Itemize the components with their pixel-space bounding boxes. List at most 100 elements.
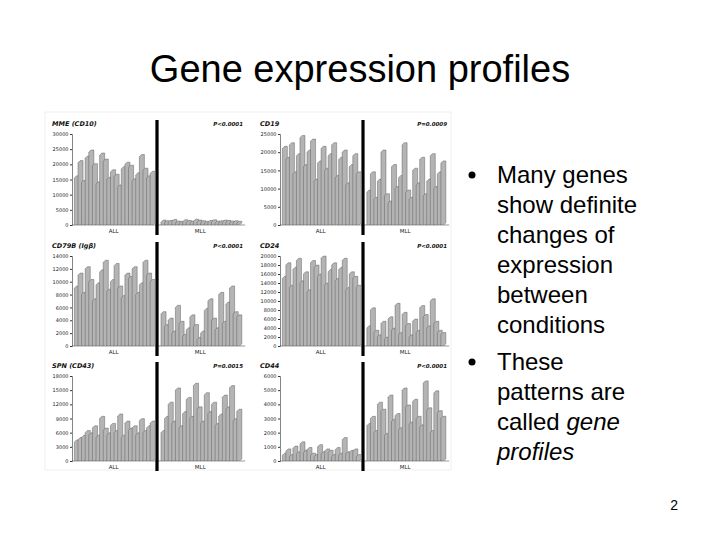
y-tick-mark xyxy=(278,404,280,405)
y-tick-label: 8000 xyxy=(56,292,69,298)
y-axis-line xyxy=(278,377,281,462)
plot-area xyxy=(282,256,445,346)
bar xyxy=(237,409,242,461)
bar xyxy=(441,333,446,346)
y-tick-label: 14000 xyxy=(261,280,277,286)
y-tick-mark xyxy=(70,404,72,405)
y-tick-label: 18000 xyxy=(53,373,69,379)
y-tick-label: 3000 xyxy=(56,444,69,450)
bar xyxy=(356,285,361,346)
plot-area xyxy=(74,260,241,346)
y-tick-label: 5000 xyxy=(264,387,277,393)
y-tick-mark xyxy=(278,346,280,347)
y-tick: 0 xyxy=(65,222,72,228)
group-separator xyxy=(361,242,364,356)
y-tick-label: 3000 xyxy=(264,416,277,422)
panel: 050001000015000200002500030000ALLMLLMME … xyxy=(52,120,245,235)
bullet-text: patterns are xyxy=(497,378,625,405)
y-tick: 12000 xyxy=(261,289,280,295)
group-separator xyxy=(361,362,364,471)
y-tick-label: 14000 xyxy=(53,253,69,259)
y-tick-mark xyxy=(70,225,72,226)
y-tick: 5000 xyxy=(56,207,72,213)
y-tick-mark xyxy=(278,134,280,135)
y-tick-mark xyxy=(70,149,72,150)
y-tick: 8000 xyxy=(264,307,280,313)
y-tick-mark xyxy=(278,447,280,448)
bullet-line: conditions xyxy=(497,311,605,338)
y-tick: 4000 xyxy=(264,401,280,407)
y-tick-label: 4000 xyxy=(264,401,277,407)
y-tick-label: 0 xyxy=(65,458,68,464)
bullet-line: Many genes xyxy=(497,161,628,188)
y-axis-line xyxy=(70,257,73,347)
bullet-text: Many genes xyxy=(497,161,628,188)
y-tick: 10000 xyxy=(261,298,280,304)
y-tick-mark xyxy=(278,376,280,377)
y-tick-label: 12000 xyxy=(53,266,69,272)
bullet-text: changes of xyxy=(497,221,615,248)
y-tick-mark xyxy=(70,433,72,434)
y-tick-label: 0 xyxy=(65,343,68,349)
y-axis: 02000400060008000100001200014000 xyxy=(53,253,73,349)
y-tick-label: 30000 xyxy=(53,131,69,137)
y-tick-label: 10000 xyxy=(261,186,277,192)
panel-title: CD24 xyxy=(260,242,280,250)
y-tick: 14000 xyxy=(53,253,72,259)
y-tick: 15000 xyxy=(53,387,72,393)
bullet-line: show definite xyxy=(497,191,637,218)
p-value: P=0.0015 xyxy=(213,363,243,369)
y-tick-mark xyxy=(278,283,280,284)
bar xyxy=(150,171,155,225)
group-label: ALL xyxy=(316,349,327,355)
group-separator xyxy=(155,362,158,471)
y-tick: 20000 xyxy=(261,253,280,259)
group-label: MLL xyxy=(400,228,412,234)
y-tick: 10000 xyxy=(53,279,72,285)
y-tick: 0 xyxy=(273,458,280,464)
bullet-text: conditions xyxy=(497,311,605,338)
bullet-text: between xyxy=(497,281,588,308)
y-tick-mark xyxy=(278,170,280,171)
panel-title: CD19 xyxy=(260,120,280,128)
y-tick-mark xyxy=(70,447,72,448)
y-tick-label: 10000 xyxy=(53,279,69,285)
y-tick-mark xyxy=(70,269,72,270)
slide-title: Gene expression profiles xyxy=(150,48,570,90)
y-axis-line xyxy=(70,377,73,462)
group-label: ALL xyxy=(109,228,120,234)
bullet-text: gene xyxy=(566,408,619,435)
y-tick: 0 xyxy=(65,458,72,464)
p-value: P<0.0001 xyxy=(213,243,243,249)
y-tick-label: 10000 xyxy=(261,298,277,304)
y-tick-mark xyxy=(278,292,280,293)
y-tick-label: 15000 xyxy=(53,177,69,183)
y-tick-mark xyxy=(70,376,72,377)
bullet-line: expression xyxy=(497,251,613,278)
y-tick-label: 25000 xyxy=(261,131,277,137)
group-separator xyxy=(361,120,364,235)
bullet-line: calledgene xyxy=(497,408,620,435)
background xyxy=(0,0,720,540)
group-label: ALL xyxy=(316,228,327,234)
y-tick: 20000 xyxy=(53,161,72,167)
bullet-line: between xyxy=(497,281,588,308)
y-tick: 15000 xyxy=(53,177,72,183)
group-label: ALL xyxy=(316,464,327,470)
y-tick: 25000 xyxy=(261,131,280,137)
y-tick: 14000 xyxy=(261,280,280,286)
y-tick-mark xyxy=(70,210,72,211)
plot-area xyxy=(282,381,445,461)
y-tick-label: 6000 xyxy=(264,316,277,322)
bullet-line: These xyxy=(497,348,564,375)
y-tick: 25000 xyxy=(53,146,72,152)
y-tick: 30000 xyxy=(53,131,72,137)
y-tick: 2000 xyxy=(264,334,280,340)
y-tick-label: 6000 xyxy=(56,430,69,436)
y-axis-line xyxy=(278,135,281,226)
y-tick-mark xyxy=(278,274,280,275)
bar xyxy=(150,421,155,461)
y-tick-mark xyxy=(70,390,72,391)
panel-title: CD44 xyxy=(260,362,280,370)
y-tick: 4000 xyxy=(264,325,280,331)
